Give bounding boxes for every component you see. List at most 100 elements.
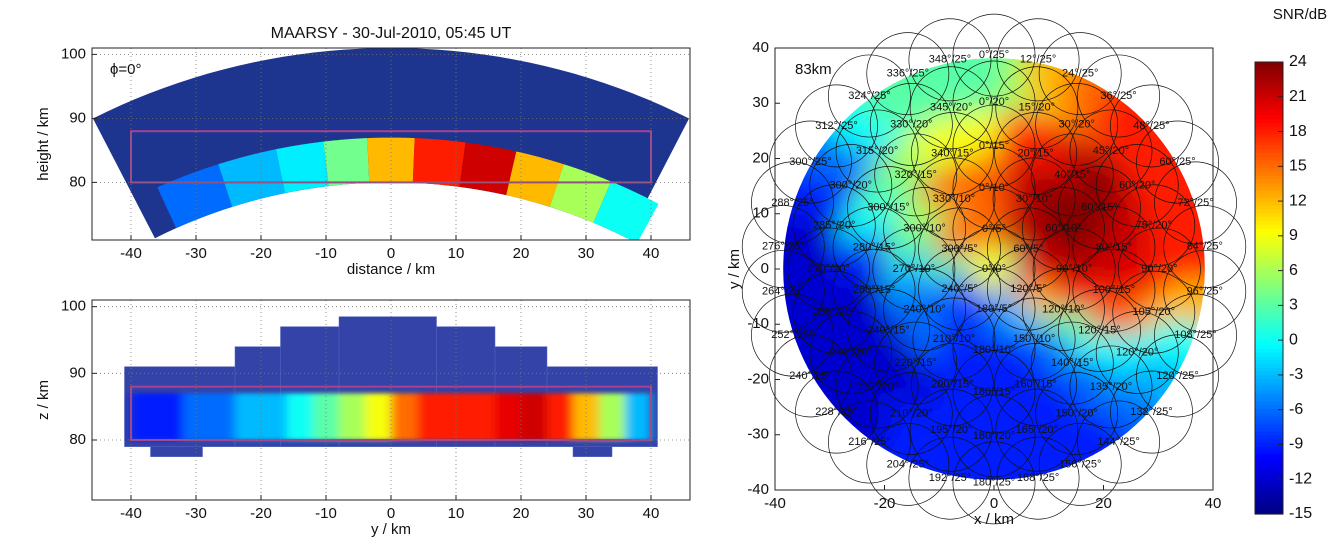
beam-outline xyxy=(1110,370,1193,454)
colorbar-strip xyxy=(1255,288,1283,293)
beam-outline xyxy=(787,227,871,311)
beam-outline xyxy=(952,60,1036,144)
colorbar-strip xyxy=(1255,449,1283,455)
colorbar-strip xyxy=(1255,254,1283,259)
colorbar-strip xyxy=(1255,280,1283,285)
echo-cell xyxy=(235,393,261,440)
colorbar-tick-label: 24 xyxy=(1289,53,1307,70)
colorbar-strip xyxy=(1255,333,1283,338)
colorbar-strip xyxy=(1255,99,1283,105)
beam-label: 192°/25° xyxy=(929,472,971,484)
colorbar-strip xyxy=(1255,163,1283,169)
colorbar-strip xyxy=(1255,291,1283,297)
colorbar-strip xyxy=(1255,442,1283,447)
y-tick-label: -10 xyxy=(747,315,769,332)
echo-cell xyxy=(157,393,183,440)
colorbar-strip xyxy=(1255,220,1283,225)
beam-label: 120°/5° xyxy=(1010,283,1046,295)
beam-label: 336°/25° xyxy=(887,68,929,80)
beam-outline xyxy=(995,66,1079,150)
colorbar-strip xyxy=(1255,223,1283,229)
x-tick-label: 40 xyxy=(643,245,660,262)
colorbar-strip xyxy=(1255,359,1283,364)
colorbar-strip xyxy=(1255,453,1283,459)
beam-label: 324°/25° xyxy=(848,90,890,102)
echo-segment xyxy=(549,164,612,223)
colorbar-strip xyxy=(1255,216,1283,221)
beam-label: 195°/20° xyxy=(930,424,972,436)
colorbar-strip xyxy=(1255,265,1283,270)
echo-cell xyxy=(261,393,287,440)
colorbar-strip xyxy=(1255,212,1283,218)
beam-label: 72°/25° xyxy=(1177,197,1213,209)
beam-outline xyxy=(1035,372,1119,455)
beam-outline xyxy=(910,112,994,195)
beam-outline xyxy=(952,187,1036,271)
beam-label: 345°/20° xyxy=(930,102,972,114)
x-axis-label: y / km xyxy=(371,521,411,538)
x-tick-label: 30 xyxy=(578,505,595,522)
beam-outline xyxy=(995,388,1079,472)
colorbar-strip xyxy=(1255,401,1283,406)
echo-segment xyxy=(412,138,466,187)
colorbar-strip xyxy=(1255,367,1283,372)
beam-label: 240°/5° xyxy=(941,283,977,295)
beam-outline xyxy=(909,388,993,472)
colorbar-strip xyxy=(1255,261,1283,266)
beam-outline xyxy=(952,13,1036,97)
beam-label: 60°/20° xyxy=(1119,179,1155,191)
beam-label: 168°/25° xyxy=(1017,472,1059,484)
beam-label: 312°/25° xyxy=(815,120,857,132)
altitude-label: 83km xyxy=(795,61,832,78)
colorbar-strip xyxy=(1255,498,1283,504)
beam-label: 120°/10° xyxy=(1042,303,1084,315)
beam-outline xyxy=(1069,345,1153,429)
beam-outline xyxy=(872,227,956,311)
colorbar-strip xyxy=(1255,114,1283,120)
beam-outline xyxy=(1058,166,1141,249)
beam-outline xyxy=(751,161,834,245)
colorbar-strip xyxy=(1255,348,1283,353)
beam-label: 180°/15° xyxy=(973,386,1015,398)
beam-outline xyxy=(1058,289,1141,372)
colorbar-strip xyxy=(1255,385,1283,391)
colorbar-strip xyxy=(1255,314,1283,319)
beam-outline xyxy=(996,18,1080,102)
colorbar-frame xyxy=(1254,61,1284,515)
beam-label: 180°/25° xyxy=(973,477,1015,489)
colorbar-tick-label: 6 xyxy=(1289,262,1298,279)
y-axis-label: z / km xyxy=(35,380,52,420)
y-tick-label: 10 xyxy=(752,205,769,222)
beam-outline xyxy=(1095,311,1179,394)
beam-label: 60°/15° xyxy=(1081,201,1117,213)
beam-label: 36°/25° xyxy=(1100,90,1136,102)
colorbar-strip xyxy=(1255,295,1283,300)
colorbar-strip xyxy=(1255,272,1283,278)
colorbar-strip xyxy=(1255,73,1283,78)
beam-label: 300°/15° xyxy=(867,201,909,213)
y-tick-label: 100 xyxy=(61,298,86,315)
beam-label: 264°/25° xyxy=(762,285,804,297)
x-tick-label: 0 xyxy=(990,495,998,512)
colorbar-strip xyxy=(1255,175,1283,180)
beam-label: 100°/15° xyxy=(1093,284,1135,296)
beam-outline xyxy=(909,66,993,150)
colorbar-strip xyxy=(1255,434,1283,440)
beam-label: 210°/20° xyxy=(890,407,932,419)
colorbar-strip xyxy=(1255,167,1283,172)
beam-label: 320°/15° xyxy=(895,169,937,181)
colorbar-tick-label: -9 xyxy=(1289,436,1303,453)
beam-outline xyxy=(832,206,916,290)
colorbar-strip xyxy=(1255,495,1283,500)
beam-label: 240°/25° xyxy=(789,370,831,382)
colorbar-strip xyxy=(1255,246,1283,251)
beam-outline xyxy=(996,436,1080,520)
beam-outline xyxy=(809,144,893,227)
beam-label: 330°/10° xyxy=(933,193,975,205)
colorbar-strip xyxy=(1255,404,1283,410)
beam-outline xyxy=(1136,334,1219,418)
colorbar-strip xyxy=(1255,208,1283,214)
beam-outline xyxy=(1072,248,1156,332)
